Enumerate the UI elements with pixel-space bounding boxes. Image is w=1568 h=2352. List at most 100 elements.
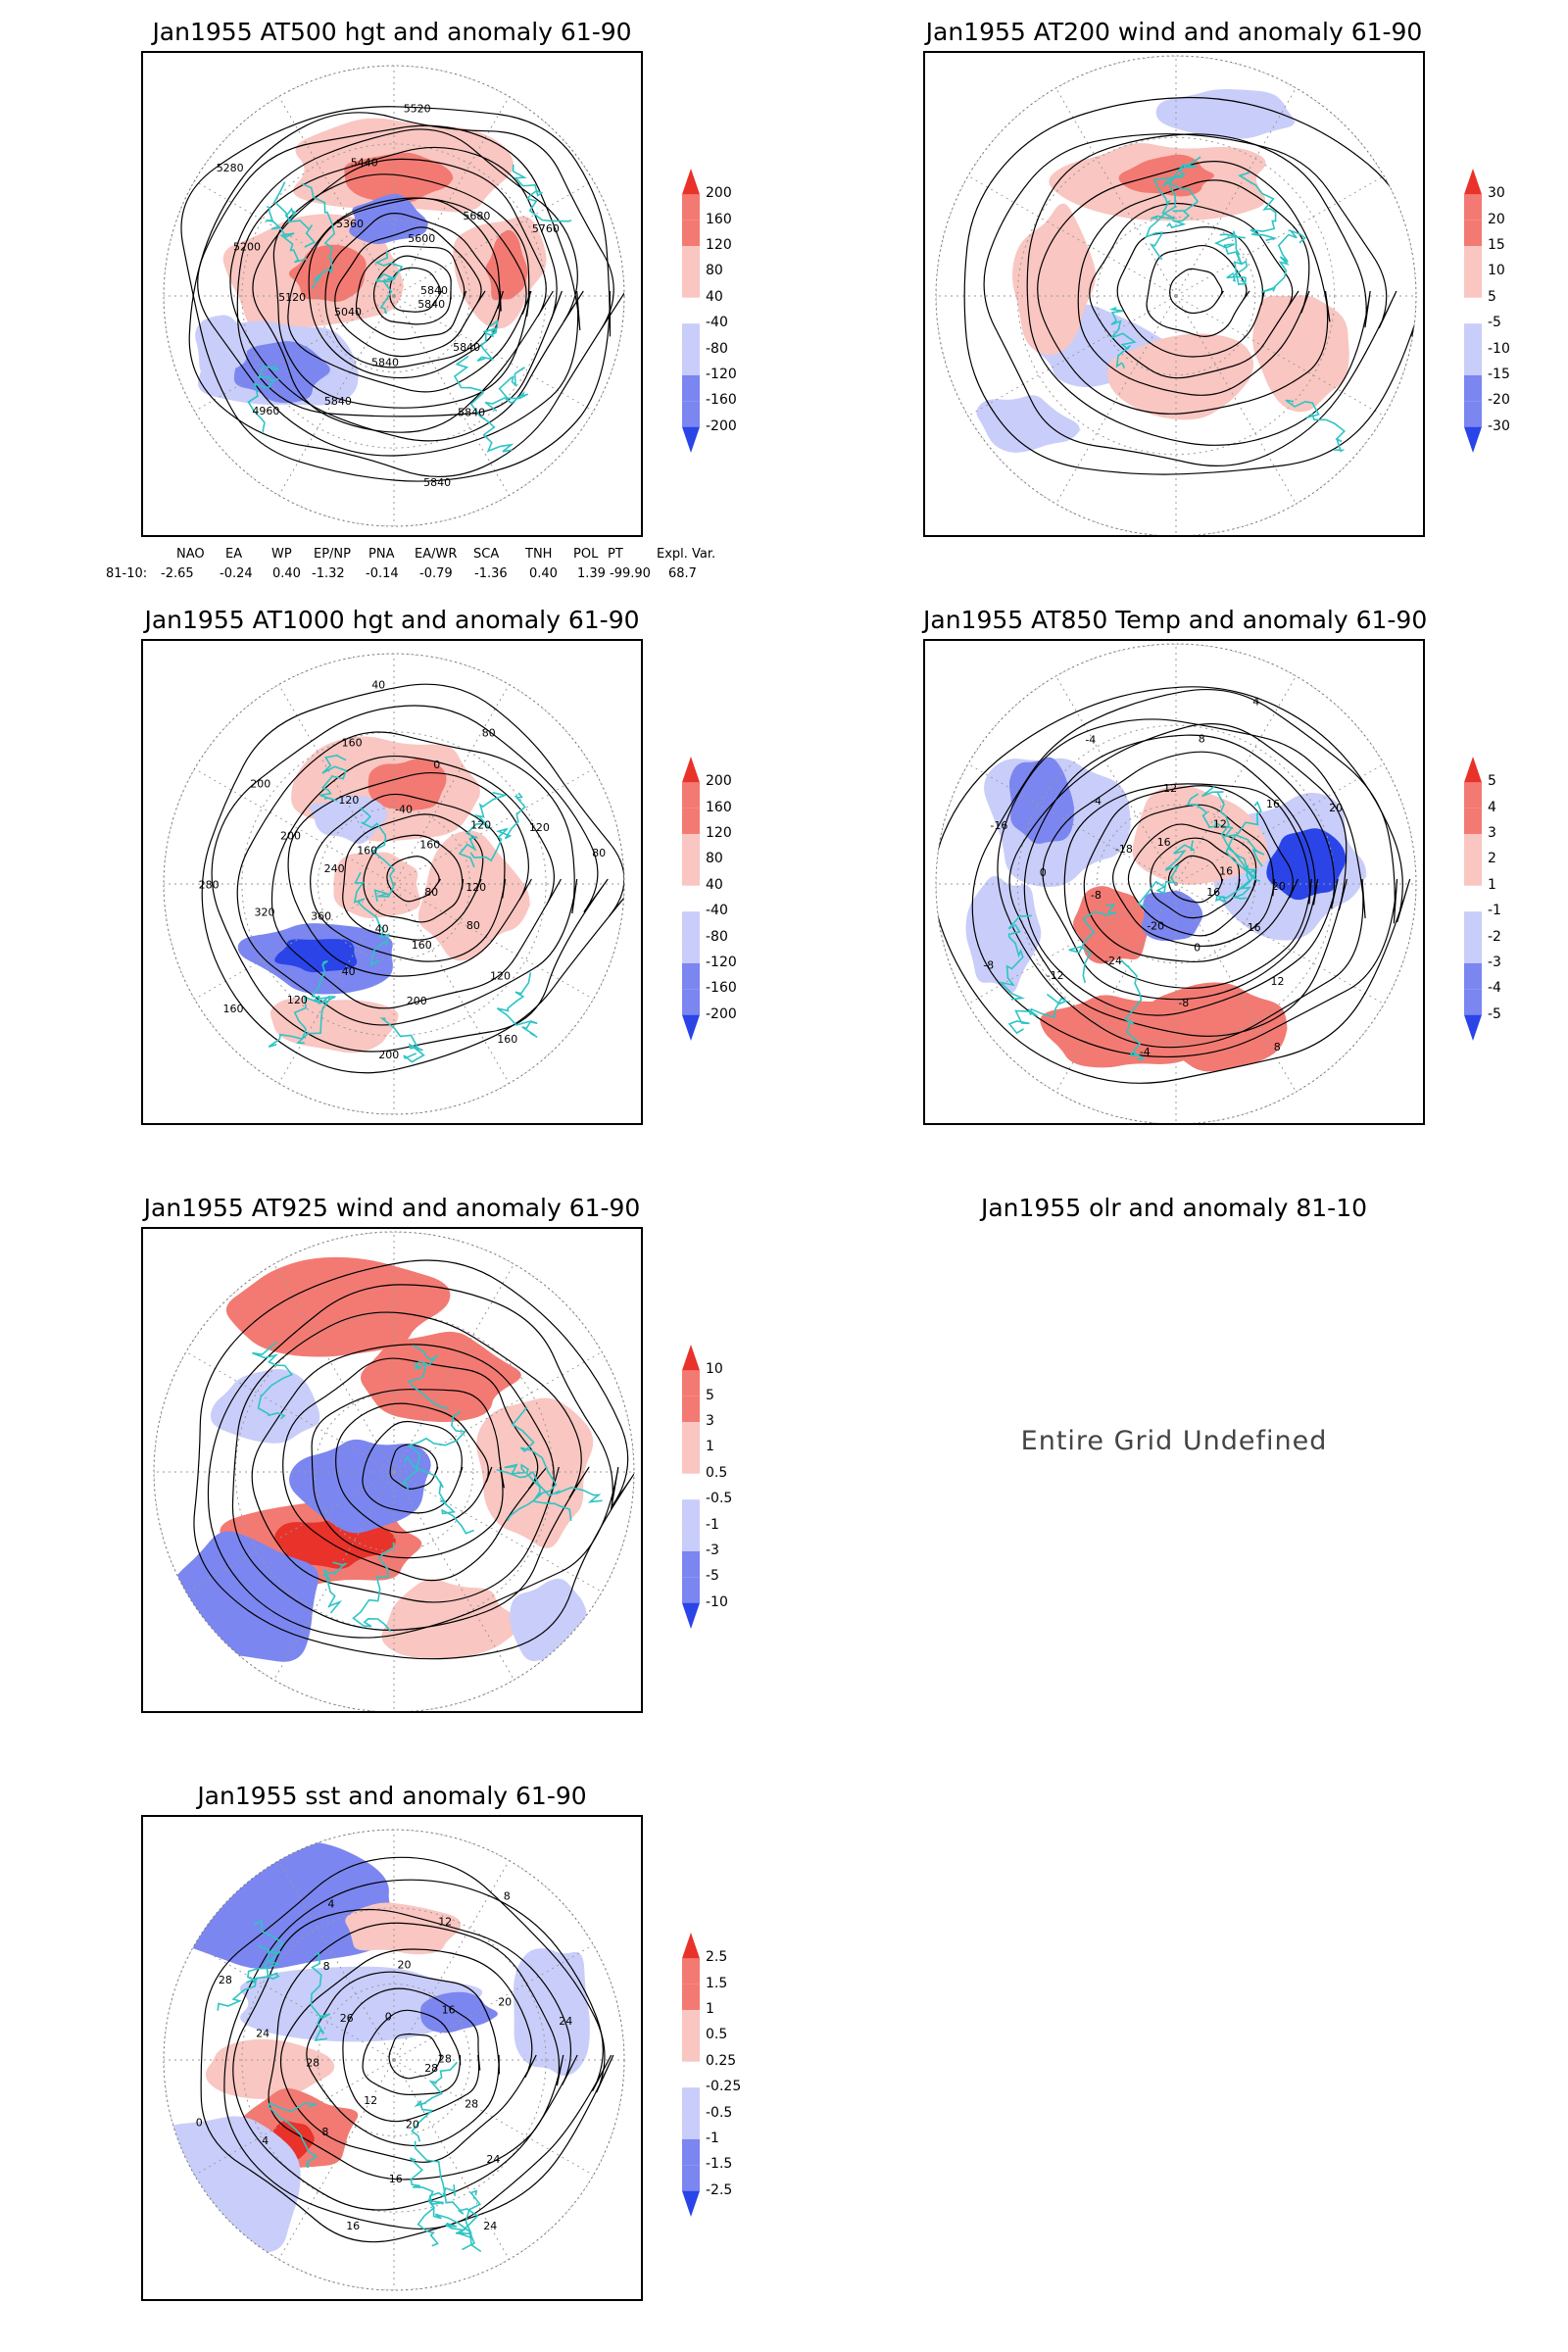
contour-line [201, 683, 624, 1074]
contour-label: 5840 [458, 407, 485, 419]
anomaly-shading [288, 244, 367, 303]
contour-label: 320 [255, 906, 275, 919]
coastline [319, 754, 348, 802]
coastline [444, 2189, 482, 2239]
index-value: -0.79 [419, 566, 453, 581]
contour-label: 80 [482, 726, 496, 739]
contour-label: -4 [1091, 795, 1102, 808]
index-value: 0.40 [529, 566, 558, 581]
contour-line [936, 686, 1411, 1084]
contour-label: 160 [412, 939, 432, 952]
colorbar-swatch [682, 349, 700, 375]
contour-label: 12 [1271, 975, 1285, 988]
coastline [310, 1951, 331, 2041]
colorbar-swatch [682, 374, 700, 402]
anomaly-shading [476, 1397, 594, 1548]
index-value: -1.32 [312, 566, 345, 581]
colorbar-swatch [1464, 962, 1482, 990]
colorbar-swatch [1464, 401, 1482, 427]
contour-label: 200 [250, 778, 270, 791]
contour-label: -18 [1115, 843, 1133, 856]
map-svg-sst: 2828242420161612840282428268402012816202… [163, 1829, 625, 2291]
coastline [1260, 228, 1306, 293]
colorbar-swatch [682, 757, 700, 783]
contour-line [1167, 855, 1224, 904]
colorbar-swatch [1464, 220, 1482, 247]
contour-label: 160 [223, 1003, 244, 1015]
colorbar-label: 3 [706, 1413, 714, 1430]
contour-label: -4 [1085, 733, 1096, 746]
meridian-line [1175, 295, 1385, 416]
colorbar-swatch [682, 2138, 700, 2166]
index-value: -99.90 [610, 566, 651, 581]
coastline [1145, 163, 1197, 261]
anomaly-shading [417, 830, 533, 961]
map-rim [153, 1231, 635, 1711]
map-svg-200 [935, 55, 1417, 535]
anomaly-shading [1011, 203, 1099, 356]
coastline [512, 164, 572, 222]
meridian-line [185, 1471, 395, 1592]
colorbar-label: -200 [706, 1005, 737, 1022]
contour-line [287, 197, 532, 393]
contour-label: -8 [1178, 997, 1189, 1009]
map-rim [163, 1829, 625, 2291]
contour-line [363, 834, 465, 923]
coastline [273, 181, 317, 248]
colorbar-label: 40 [706, 876, 723, 893]
colorbar-label: -15 [1488, 366, 1510, 382]
latitude-circle [317, 1983, 471, 2137]
coastline [407, 1345, 449, 1410]
coastline [1219, 230, 1249, 286]
colorbar-label: 2.5 [706, 1949, 728, 1966]
latitude-circle [1096, 216, 1256, 376]
contour-label: -20 [1147, 920, 1164, 933]
colorbar-1000: 200 160 120 80 40 -40 -80 -120 -160 -200 [682, 757, 760, 1041]
contour-label: 20 [1329, 802, 1343, 814]
index-row-label: 81-10: [106, 566, 148, 581]
coastline [1213, 235, 1249, 282]
colorbar-swatch [682, 1933, 700, 1959]
colorbar-label: -1 [1488, 903, 1501, 919]
contour-line [236, 731, 578, 1026]
contour-label: 24 [483, 2220, 497, 2232]
coastline [1285, 399, 1346, 453]
contour-label: 28 [465, 2098, 478, 2111]
anomaly-shading [274, 939, 358, 973]
coastline [496, 972, 538, 1038]
contour-line [188, 112, 624, 478]
contour-label: 5440 [351, 156, 378, 169]
colorbar-label: 1 [1488, 876, 1496, 893]
colorbar-swatch [682, 297, 700, 324]
colorbar-swatch [1464, 885, 1482, 912]
contour-label: 24 [256, 2027, 270, 2039]
index-value: -0.14 [366, 566, 399, 581]
contour-line [1023, 734, 1339, 1016]
coastline [411, 2061, 458, 2142]
contour-label: -40 [395, 804, 413, 816]
contour-label: 8 [504, 1890, 511, 1903]
coastline [409, 2157, 476, 2251]
coastline [999, 914, 1032, 1001]
latitude-circle [314, 1392, 474, 1552]
colorbar-label: -2.5 [706, 2181, 733, 2198]
index-value: 0.40 [272, 566, 301, 581]
colorbar-200: 30 20 15 10 5 -5 -10 -15 -20 -30 [1464, 169, 1543, 453]
contour-label: 160 [357, 844, 377, 857]
contour-line [997, 718, 1366, 1049]
meridian-line [185, 1351, 395, 1473]
coastline [484, 367, 529, 413]
contour-line [1083, 785, 1299, 963]
colorbar-label: -20 [1488, 392, 1510, 409]
contour-line [362, 1420, 464, 1514]
contour-label: 120 [338, 794, 359, 807]
coastline [379, 1017, 425, 1063]
contour-line [1146, 244, 1250, 337]
colorbar-svg [1464, 757, 1482, 1041]
meridian-line [967, 175, 1177, 297]
contour-label: 40 [371, 679, 385, 692]
colorbar-label: -10 [1488, 340, 1510, 357]
contour-line [308, 197, 502, 379]
contour-label: 4 [1252, 696, 1259, 709]
colorbar-swatch [682, 962, 700, 990]
